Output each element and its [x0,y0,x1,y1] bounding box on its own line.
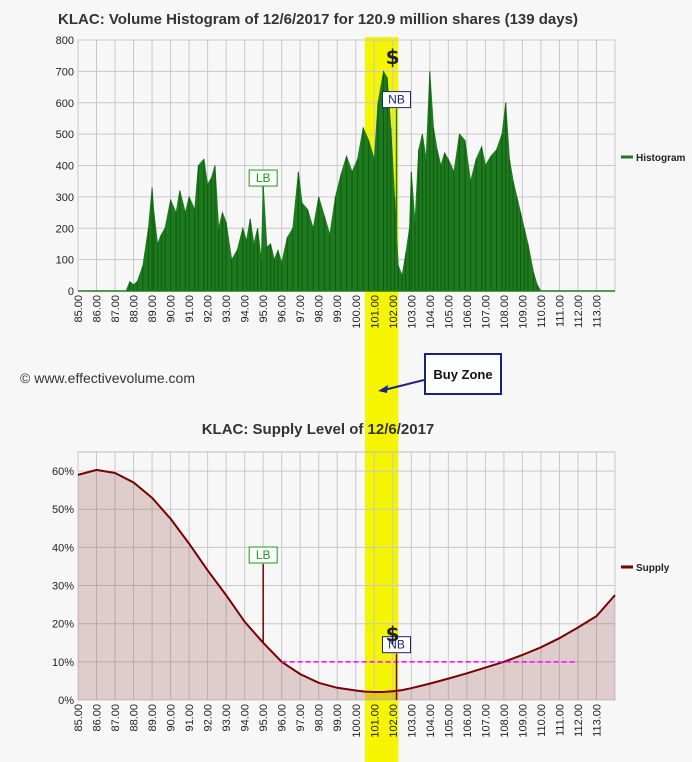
histogram-x-tick-label: 86.00 [92,295,104,323]
copyright-text: © www.effectivevolume.com [20,370,195,386]
histogram-x-tick-label: 94.00 [240,295,252,323]
supply-dollar-marker: $ [386,622,400,646]
buy-zone-label: Buy Zone [433,366,493,382]
histogram-y-tick-label: 600 [56,98,74,110]
histogram-y-tick-label: 300 [56,192,74,204]
histogram-x-tick-label: 99.00 [332,295,344,323]
histogram-y-tick-label: 800 [56,35,74,47]
histogram-x-tick-label: 109.00 [517,295,529,329]
supply-x-tick-label: 94.00 [240,704,252,732]
supply-x-tick-label: 107.00 [480,704,492,738]
histogram-x-tick-label: 108.00 [499,295,511,329]
supply-y-tick-label: 30% [52,581,74,593]
histogram-y-tick-label: 700 [56,66,74,78]
supply-x-tick-label: 98.00 [314,704,326,732]
histogram-x-tick-label: 113.00 [591,295,603,328]
supply-x-tick-label: 109.00 [517,704,529,738]
buy-zone-arrow [383,379,425,391]
histogram-y-tick-label: 400 [56,161,74,173]
supply-lb-label: LB [256,548,271,562]
supply-x-tick-label: 89.00 [147,704,159,732]
supply-line [77,468,616,693]
histogram-x-tick-label: 88.00 [129,295,141,323]
supply-x-tick-label: 95.00 [258,704,270,732]
supply-x-tick-label: 88.00 [129,704,141,732]
histogram-y-tick-label: 100 [56,255,74,267]
supply-x-tick-label: 85.00 [73,704,85,732]
supply-y-tick-label: 0% [58,695,74,707]
supply-y-tick-label: 20% [52,619,74,631]
histogram-nb-label: NB [388,93,405,107]
histogram-y-tick-label: 500 [56,129,74,141]
supply-y-tick-label: 40% [52,542,74,554]
histogram-x-tick-label: 89.00 [147,295,159,323]
supply-x-tick-label: 86.00 [92,704,104,732]
histogram-x-tick-label: 107.00 [480,295,492,329]
histogram-x-tick-label: 100.00 [351,295,363,329]
supply-x-tick-label: 91.00 [184,704,196,732]
histogram-y-tick-label: 200 [56,223,74,235]
histogram-x-tick-label: 91.00 [184,295,196,323]
histogram-x-tick-label: 103.00 [406,295,418,329]
supply-y-tick-label: 50% [52,504,74,516]
supply-x-tick-label: 110.00 [536,704,548,737]
histogram-x-tick-label: 111.00 [554,295,566,327]
supply-x-tick-label: 106.00 [462,704,474,738]
histogram-x-tick-label: 101.00 [369,295,381,329]
supply-x-tick-label: 104.00 [425,704,437,738]
supply-lb-box [248,546,278,564]
supply-x-tick-label: 93.00 [221,704,233,732]
supply-x-tick-label: 87.00 [110,704,122,732]
histogram-x-tick-label: 98.00 [314,295,326,323]
histogram-legend-label: Histogram [636,153,686,164]
histogram-x-tick-label: 105.00 [443,295,455,329]
text-layer: KLAC: Volume Histogram of 12/6/2017 for … [20,11,686,738]
histogram-y-tick-label: 0 [68,286,74,298]
supply-nb-label: NB [388,638,405,652]
supply-x-tick-label: 108.00 [499,704,511,738]
histogram-title: KLAC: Volume Histogram of 12/6/2017 for … [58,11,578,28]
histogram-x-tick-label: 102.00 [388,295,400,329]
supply-x-tick-label: 111.00 [554,704,566,736]
supply-title: KLAC: Supply Level of 12/6/2017 [202,421,435,438]
supply-x-tick-label: 99.00 [332,704,344,732]
histogram-x-tick-label: 106.00 [462,295,474,329]
data-layer [77,70,633,700]
supply-x-tick-label: 102.00 [388,704,400,738]
supply-x-tick-label: 96.00 [277,704,289,732]
buy-zone-callout: Buy Zone [424,353,502,395]
supply-x-tick-label: 101.00 [369,704,381,738]
histogram-x-tick-label: 87.00 [110,295,122,323]
histogram-dollar-marker: $ [386,45,400,69]
buy-zone-arrowhead [378,385,388,393]
histogram-x-tick-label: 93.00 [221,295,233,323]
histogram-lb-label: LB [256,171,271,185]
histogram-x-tick-label: 97.00 [295,295,307,323]
supply-x-tick-label: 103.00 [406,704,418,738]
supply-x-tick-label: 112.00 [573,704,585,737]
supply-x-tick-label: 92.00 [203,704,215,732]
histogram-lb-box [248,169,278,187]
supply-legend-label: Supply [636,563,670,574]
supply-x-tick-label: 113.00 [591,704,603,737]
histogram-x-tick-label: 92.00 [203,295,215,323]
supply-area [78,469,615,700]
histogram-nb-box [381,91,411,109]
histogram-x-tick-label: 90.00 [166,295,178,323]
supply-x-tick-label: 90.00 [166,704,178,732]
histogram-x-tick-label: 110.00 [536,295,548,328]
supply-nb-box [381,636,411,654]
histogram-x-tick-label: 85.00 [73,295,85,323]
supply-y-tick-label: 10% [52,657,74,669]
supply-x-tick-label: 100.00 [351,704,363,738]
supply-x-tick-label: 105.00 [443,704,455,738]
histogram-x-tick-label: 96.00 [277,295,289,323]
histogram-x-tick-label: 112.00 [573,295,585,328]
histogram-x-tick-label: 104.00 [425,295,437,329]
histogram-x-tick-label: 95.00 [258,295,270,323]
supply-x-tick-label: 97.00 [295,704,307,732]
supply-y-tick-label: 60% [52,466,74,478]
